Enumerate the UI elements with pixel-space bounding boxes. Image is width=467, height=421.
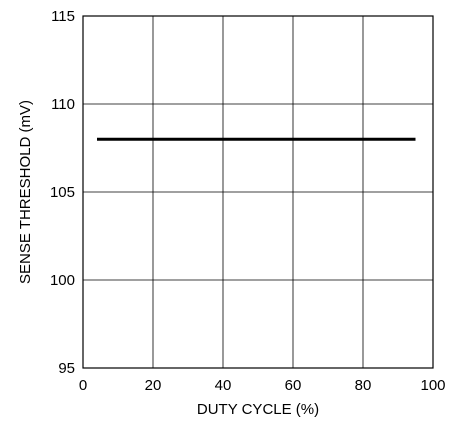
x-tick-labels: 0 20 40 60 80 100 (79, 377, 446, 394)
x-axis-title: DUTY CYCLE (%) (197, 401, 319, 418)
y-tick-label: 115 (51, 8, 75, 25)
grid (83, 16, 433, 368)
y-tick-label: 110 (51, 96, 75, 113)
x-tick-label: 0 (79, 377, 87, 394)
y-tick-label: 100 (50, 272, 75, 289)
x-tick-label: 40 (215, 377, 232, 394)
x-tick-label: 20 (145, 377, 162, 394)
y-tick-label: 105 (50, 184, 75, 201)
x-tick-label: 60 (285, 377, 302, 394)
x-tick-label: 100 (420, 377, 445, 394)
y-tick-labels: 95 100 105 110 115 (50, 8, 75, 377)
x-tick-label: 80 (355, 377, 372, 394)
plot-frame (82, 15, 434, 369)
y-tick-label: 95 (58, 360, 75, 377)
y-axis-title: SENSE THRESHOLD (mV) (17, 100, 34, 284)
